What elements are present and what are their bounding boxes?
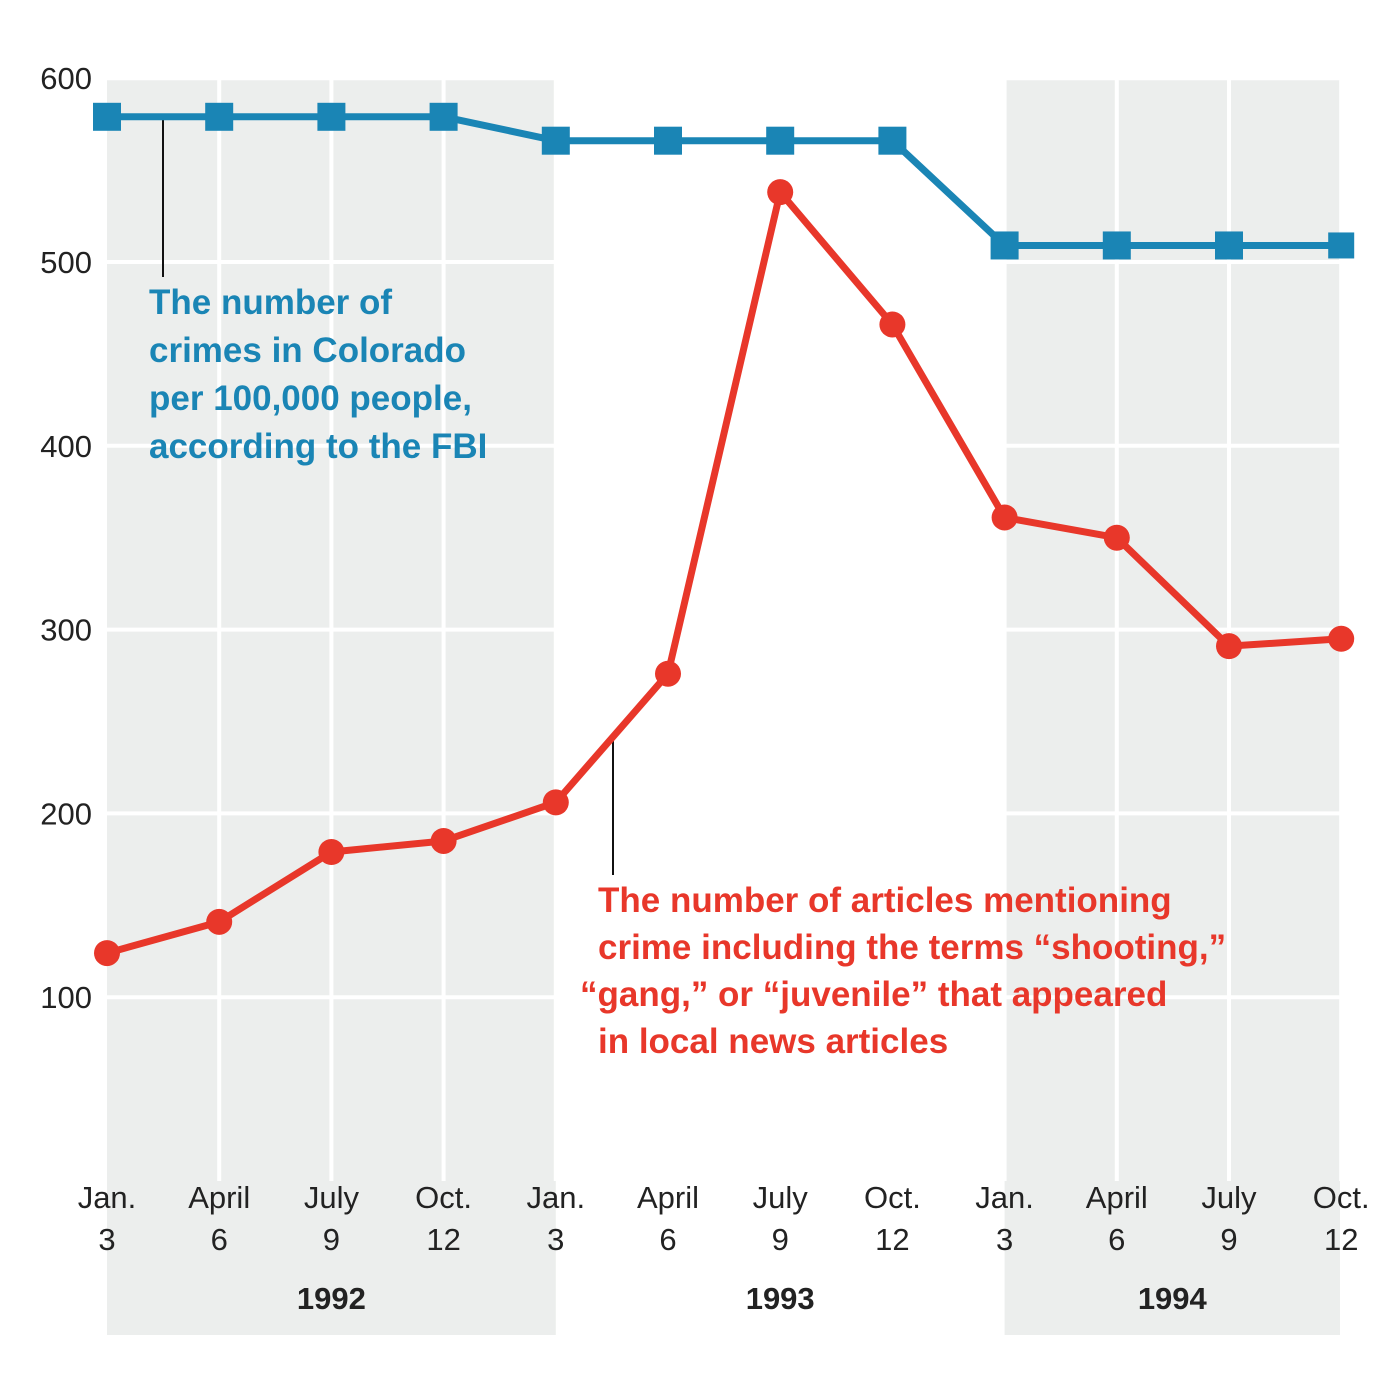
x-tick-day: 9 [323,1222,340,1257]
x-tick-day: 9 [1220,1222,1237,1257]
series-line [106,188,1342,957]
data-point [317,102,346,131]
series-1 [94,179,1355,967]
data-point [542,789,569,816]
data-point [1328,232,1355,259]
data-point [878,126,907,155]
annotations: The number of crimes in Colorado per 100,0… [149,283,1226,1061]
y-tick-label: 600 [40,61,92,96]
year-band-1994 [1004,79,1340,1335]
y-tick-label: 400 [40,429,92,464]
year-labels: 1992 1993 1994 [297,1281,1208,1316]
data-point [1103,524,1130,551]
series-0 [93,102,1355,260]
y-tick-label: 500 [40,245,92,280]
x-tick-day: 12 [1324,1222,1358,1257]
data-point [767,179,794,206]
x-tick-month: Jan. [526,1180,585,1215]
x-tick-month: July [753,1180,809,1215]
data-point [879,311,906,338]
x-tick-day: 9 [772,1222,789,1257]
annotation-line: The number of articles mentioning [598,881,1172,920]
annotation-1: The number of articles mentioning crime i… [580,881,1226,1061]
x-tick-day: 3 [996,1222,1013,1257]
annotation-line: according to the FBI [149,427,487,466]
data-point [541,126,570,155]
series-group [93,102,1355,967]
y-tick-label: 300 [40,613,92,648]
annotation-line: crimes in Colorado [149,331,466,370]
annotation-line: in local news articles [598,1022,948,1061]
data-point [655,660,681,687]
year-label-1994: 1994 [1138,1281,1208,1316]
data-point [94,940,120,967]
year-bands [107,79,1340,1335]
series-line [107,113,1342,249]
year-label-1993: 1993 [746,1281,815,1316]
x-axis-ticks: Jan. 3 April 6 July 9 Oct. 12 Jan. 3 April 6 July 9 Oc… [78,1180,1370,1257]
annotation-0: The number of crimes in Colorado per 100,0… [149,283,487,466]
data-point [991,504,1018,531]
x-tick-month: Oct. [864,1180,921,1215]
annotation-line: “gang,” or “juvenile” that appeared [580,975,1167,1014]
x-tick-month: Oct. [1313,1180,1370,1215]
x-tick-day: 6 [659,1222,676,1257]
data-point [766,126,795,155]
data-point [1102,231,1131,260]
x-tick-month: April [188,1180,250,1215]
x-tick-month: July [1201,1180,1257,1215]
annotation-line: The number of [149,283,392,322]
data-point [206,908,233,935]
data-point [430,827,457,854]
annotation-line: per 100,000 people, [149,379,472,418]
data-point [205,102,234,131]
data-point [318,838,345,865]
x-tick-day: 6 [1108,1222,1125,1257]
x-tick-month: Oct. [415,1180,472,1215]
year-label-1992: 1992 [297,1281,366,1316]
x-tick-day: 12 [875,1222,909,1257]
data-point [1215,231,1243,260]
x-tick-month: Jan. [78,1180,137,1215]
x-tick-day: 3 [98,1222,115,1257]
y-tick-label: 200 [40,796,92,831]
annotation-line: crime including the terms “shooting,” [598,928,1226,967]
y-tick-label: 100 [40,980,92,1015]
x-tick-day: 12 [426,1222,460,1257]
y-axis-ticks: 100 200 300 400 500 600 [40,61,92,1015]
data-point [1328,625,1355,652]
x-tick-month: April [637,1180,699,1215]
x-tick-month: Jan. [975,1180,1034,1215]
data-point [1216,633,1242,660]
data-point [429,102,458,131]
grid-lines [107,76,1344,1181]
x-tick-month: April [1086,1180,1148,1215]
x-tick-day: 6 [211,1222,228,1257]
data-point [93,102,121,131]
annotation-leaders [162,116,614,875]
x-tick-month: July [304,1180,360,1215]
data-point [990,231,1019,260]
x-tick-day: 3 [547,1222,564,1257]
data-point [654,126,682,155]
